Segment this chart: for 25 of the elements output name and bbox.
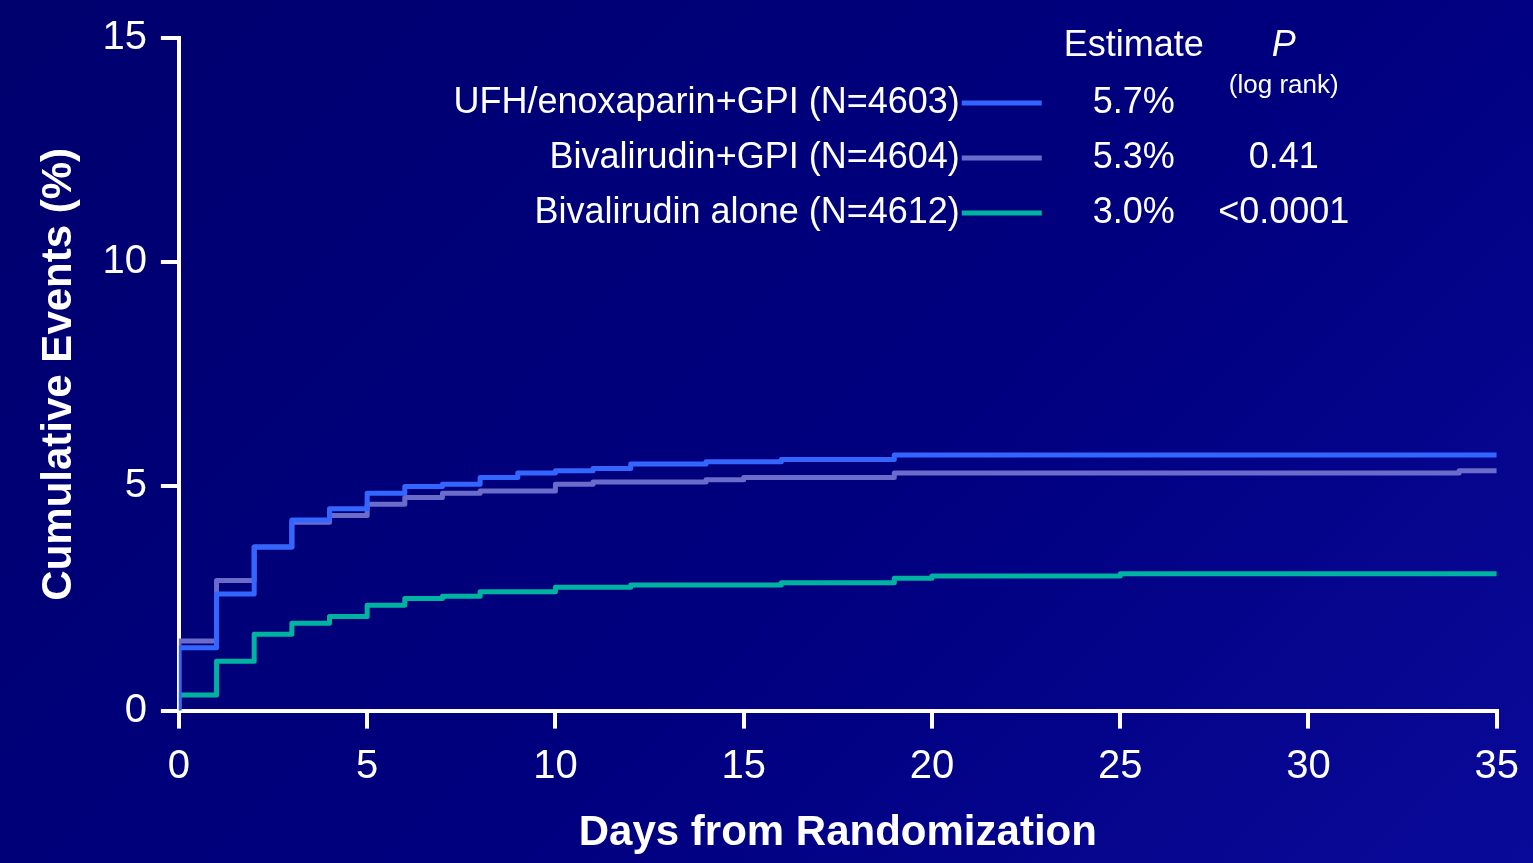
annotation: <0.0001: [1218, 189, 1350, 231]
x-tick-label: 20: [909, 741, 955, 786]
x-tick-label: 5: [356, 741, 379, 786]
x-tick-label: 10: [533, 741, 578, 786]
y-tick-label: 5: [124, 461, 147, 506]
annotation: 5.3%: [1092, 134, 1175, 176]
annotation: 5.7%: [1092, 79, 1175, 121]
legend-label: UFH/enoxaparin+GPI (N=4603): [453, 79, 960, 121]
legend-label: Bivalirudin alone (N=4612): [534, 189, 960, 231]
x-tick-label: 35: [1474, 741, 1519, 786]
x-tick-label: 15: [721, 741, 766, 786]
x-tick-label: 0: [167, 741, 191, 786]
x-tick-label: 30: [1286, 741, 1331, 786]
y-axis-title: Cumulative Events (%): [32, 147, 80, 601]
y-tick-label: 15: [102, 13, 147, 58]
y-tick-label: 0: [124, 685, 147, 730]
x-tick-label: 25: [1097, 741, 1143, 786]
legend-title: Estimate: [1063, 22, 1204, 64]
annotation: 3.0%: [1092, 189, 1175, 231]
annotation: (log rank): [1228, 69, 1339, 100]
legend-label: Bivalirudin+GPI (N=4604): [549, 134, 960, 176]
y-tick-label: 10: [102, 237, 147, 282]
annotation: P: [1271, 23, 1296, 65]
x-axis-title: Days from Randomization: [578, 807, 1097, 855]
annotation: 0.41: [1248, 134, 1319, 176]
